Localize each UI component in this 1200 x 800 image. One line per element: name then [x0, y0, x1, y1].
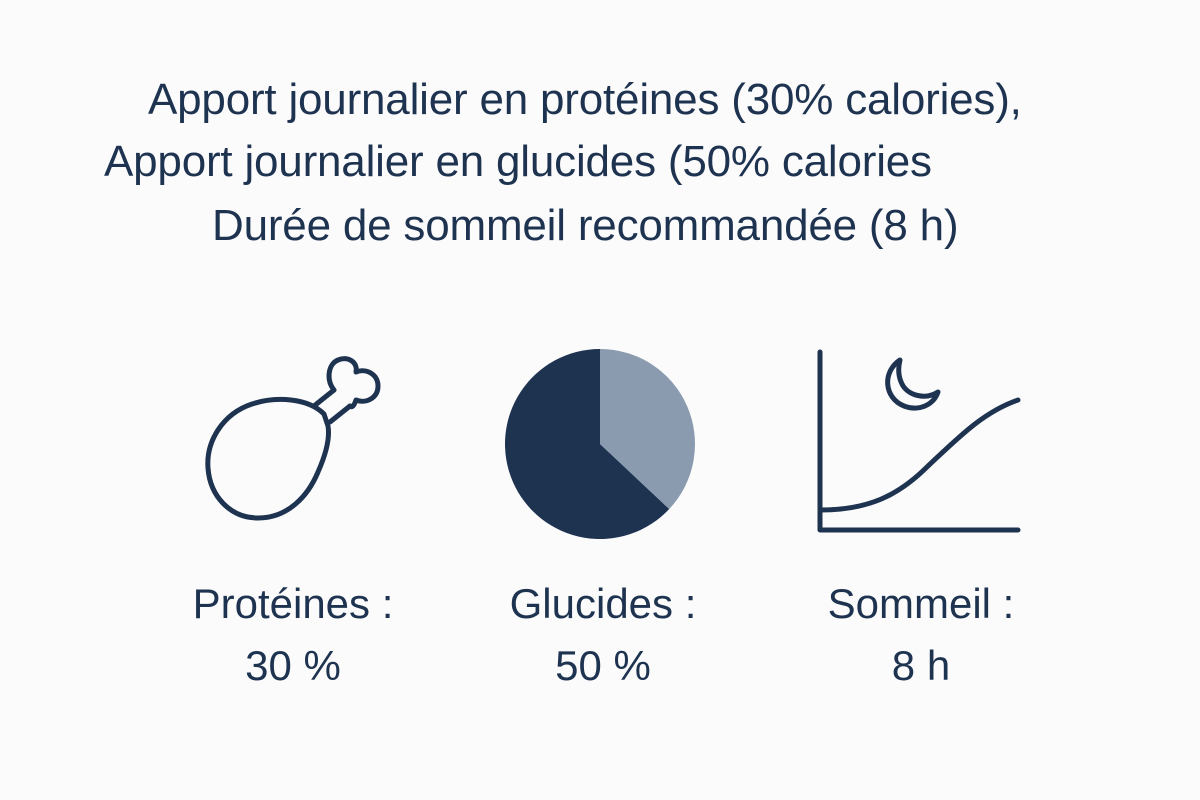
sleep-stat: Sommeil : 8 h — [771, 583, 1071, 687]
sleep-value: 8 h — [891, 642, 951, 689]
chart-axes — [817, 349, 1021, 533]
title-line-sleep: Durée de sommeil recommandée (8 h) — [212, 201, 959, 250]
sleep-curve-moon-icon — [817, 349, 1021, 533]
carbs-stat: Glucides : 50 % — [453, 583, 753, 687]
sleep-curve — [817, 397, 1021, 513]
drumstick-icon — [205, 356, 381, 521]
pie-chart-icon — [504, 349, 695, 539]
carbs-value: 50 % — [555, 642, 651, 689]
protein-stat: Protéines : 30 % — [143, 583, 443, 687]
title-line-proteins: Apport journalier en protéines (30% calo… — [148, 75, 1022, 124]
carbs-label: Glucides : — [509, 580, 697, 627]
protein-value: 30 % — [245, 642, 341, 689]
protein-label: Protéines : — [192, 580, 394, 627]
pie-slice-light — [600, 349, 695, 510]
sleep-label: Sommeil : — [827, 580, 1015, 627]
pie-slice-dark — [504, 349, 670, 539]
moon-icon — [885, 357, 941, 411]
title-line-carbs: Apport journalier en glucides (50% calor… — [104, 137, 932, 186]
